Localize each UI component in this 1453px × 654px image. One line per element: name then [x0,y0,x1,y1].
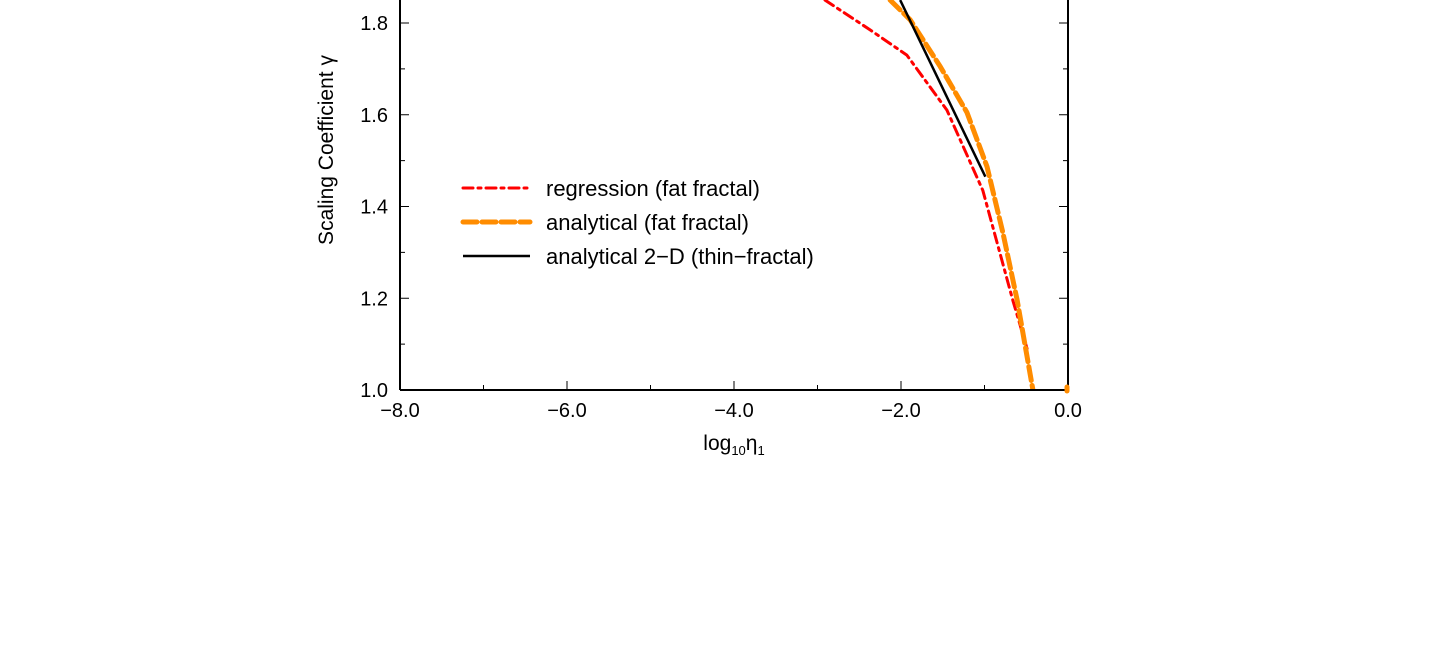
legend-label: analytical 2−D (thin−fractal) [546,244,814,269]
x-tick-label: −4.0 [714,400,753,422]
x-tick-label: −2.0 [881,400,920,422]
y-tick-label: 1.8 [360,13,388,35]
x-tick-labels: −8.0 −6.0 −4.0 −2.0 0.0 [380,400,1082,422]
x-tick-label: −8.0 [380,400,419,422]
legend-label: analytical (fat fractal) [546,210,749,235]
y-tick-label: 1.0 [360,380,388,402]
series-line-1 [823,0,1029,351]
series-layer [823,0,1036,390]
y-tick-labels: 1.0 1.2 1.4 1.6 1.8 [360,13,388,402]
y-tick-label: 1.4 [360,197,388,219]
legend-label: regression (fat fractal) [546,176,760,201]
series-line-2 [887,0,1036,390]
series-line-3 [899,0,987,178]
x-tick-label: 0.0 [1054,400,1082,422]
y-axis-label: Scaling Coefficient γ [315,55,338,245]
legend: regression (fat fractal) analytical (fat … [460,176,814,269]
x-tick-label: −6.0 [547,400,586,422]
x-axis-label: log10η1 [703,432,764,458]
y-tick-label: 1.2 [360,288,388,310]
ticks [399,22,1069,391]
y-tick-label: 1.6 [360,105,388,127]
